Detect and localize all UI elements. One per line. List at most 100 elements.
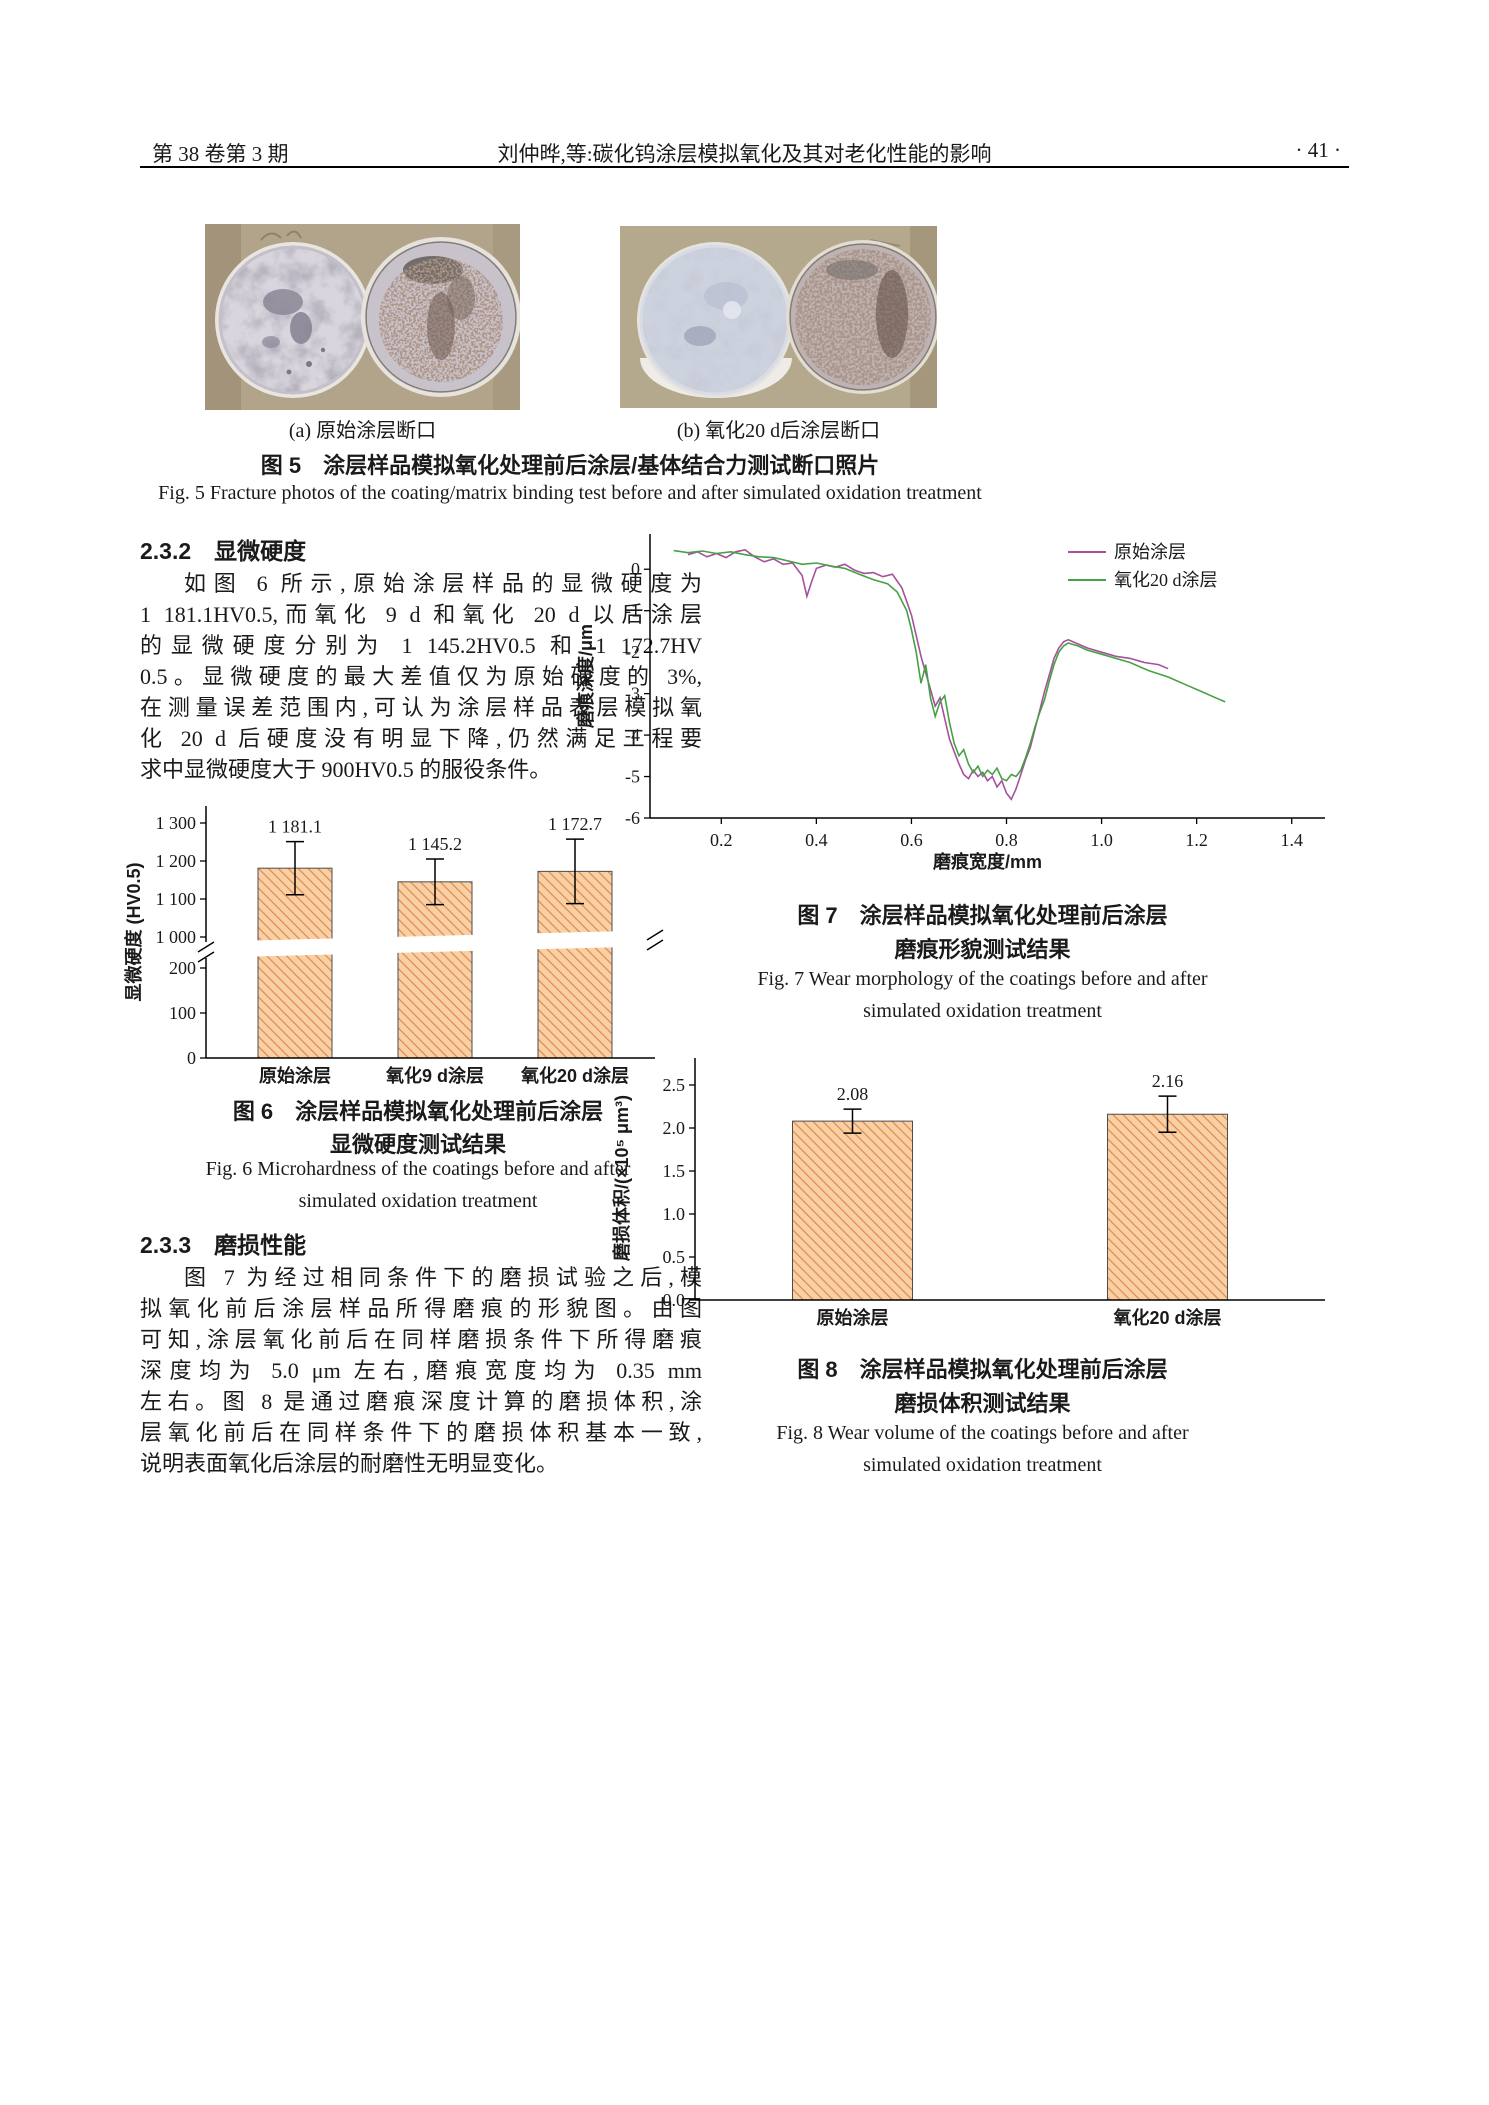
y-axis-label: 显微硬度 (HV0.5)	[123, 862, 144, 1001]
category-label: 原始涂层	[259, 1065, 331, 1086]
axis-break-mark	[646, 939, 664, 951]
y-tick-label: 0.0	[663, 1290, 686, 1310]
x-tick-label: 1.4	[1280, 830, 1303, 850]
series-line-0	[687, 548, 1169, 801]
bar	[792, 1120, 913, 1301]
text-line: 1 181.1HV0.5,而氧化 9 d 和氧化 20 d 以后涂层	[140, 602, 702, 627]
x-tick-label: 0.2	[710, 830, 733, 850]
fracture-photo-b	[620, 226, 937, 408]
series-line-1	[673, 549, 1226, 782]
y-tick-label: 1 200	[156, 851, 197, 871]
axis-break-mark	[197, 941, 215, 953]
fig6-caption-zh-1: 图 6 涂层样品模拟氧化处理前后涂层	[232, 1099, 604, 1124]
section-233-heading: 2.3.3 磨损性能	[140, 1232, 307, 1258]
fig6-chart: 0 100 200 1 000 1 100 1 200 1 300 1 181.1 1 145.…	[123, 806, 665, 1086]
header-rule	[140, 166, 1349, 168]
text-line: 层氧化前后在同样条件下的磨损体积基本一致,	[140, 1420, 702, 1445]
x-axis-label: 磨痕宽度/mm	[933, 851, 1042, 872]
y-tick-label: 1 000	[156, 927, 197, 947]
handwriting-mark	[260, 230, 302, 241]
y-axis-label: 磨损体积/(×10⁵ μm³)	[611, 1095, 632, 1261]
text-line: 左右。图 8 是通过磨痕深度计算的磨损体积,涂	[140, 1389, 702, 1414]
axis-break-mark	[197, 951, 215, 963]
journal-issue: 第 38 卷第 3 期	[152, 142, 289, 166]
y-tick-label: -6	[625, 808, 640, 828]
text-line: 深度均为 5.0 μm 左右,磨痕宽度均为 0.35 mm	[140, 1358, 702, 1383]
fig5-caption-en: Fig. 5 Fracture photos of the coating/ma…	[158, 482, 982, 504]
fig7-chart: 0.2 0.4 0.6 0.8 1.0 1.2 1.4 0 -1 -2 -3 -4 -5 -6 原始涂层氧化…	[575, 534, 1325, 872]
y-tick-label: 100	[169, 1003, 196, 1023]
disc-original	[637, 242, 793, 398]
axis-break-mark	[646, 929, 664, 941]
disc-oxidized	[361, 237, 520, 397]
y-tick-label: 2.0	[663, 1118, 686, 1138]
axis-break-band	[196, 930, 665, 958]
category-label: 氧化20 d涂层	[520, 1065, 629, 1086]
fig8-caption-en-1: Fig. 8 Wear volume of the coatings befor…	[776, 1422, 1189, 1444]
x-tick-label: 1.2	[1185, 830, 1208, 850]
y-tick-label: 1.5	[663, 1161, 686, 1181]
fig8-caption-zh-2: 磨损体积测试结果	[894, 1391, 1071, 1416]
legend-label: 原始涂层	[1114, 542, 1186, 562]
bar	[257, 867, 333, 1059]
fig7-caption-zh-1: 图 7 涂层样品模拟氧化处理前后涂层	[797, 903, 1168, 928]
y-tick-label: -5	[625, 767, 640, 787]
category-label: 氧化9 d涂层	[385, 1065, 484, 1086]
y-tick-label: -2	[625, 642, 640, 662]
fig7-caption-en-2: simulated oxidation treatment	[863, 1000, 1102, 1022]
text-line: 在测量误差范围内,可认为涂层样品表层模拟氧	[140, 695, 702, 720]
y-tick-label: 0	[631, 559, 640, 579]
text-line: 如图 6 所示,原始涂层样品的显微硬度为	[184, 571, 702, 596]
x-tick-label: 0.6	[900, 830, 923, 850]
y-tick-label: 1.0	[663, 1204, 686, 1224]
section-232-body: 如图 6 所示,原始涂层样品的显微硬度为 1 181.1HV0.5,而氧化 9 d…	[140, 568, 702, 785]
text-line: 图 7 为经过相同条件下的磨损试验之后,模	[184, 1265, 702, 1290]
fig6-caption-en-1: Fig. 6 Microhardness of the coatings bef…	[205, 1158, 631, 1180]
text-line: 求中显微硬度大于 900HV0.5 的服役条件。	[140, 757, 552, 782]
y-tick-label: 2.5	[663, 1075, 686, 1095]
text-line: 说明表面氧化后涂层的耐磨性无明显变化。	[140, 1451, 559, 1476]
x-tick-label: 1.0	[1090, 830, 1113, 850]
y-tick-label: -3	[625, 684, 640, 704]
y-tick-label: 200	[169, 958, 196, 978]
section-232-heading: 2.3.2 显微硬度	[140, 538, 307, 564]
value-label: 1 145.2	[408, 834, 462, 854]
text-line: 拟氧化前后涂层样品所得磨痕的形貌图。由图	[140, 1296, 702, 1321]
fig5-subcaption-a: (a) 原始涂层断口	[288, 420, 437, 442]
disc-oxidized	[786, 240, 937, 394]
legend-label: 氧化20 d涂层	[1114, 570, 1218, 590]
text-line: 可知,涂层氧化前后在同样磨损条件下所得磨痕	[140, 1327, 702, 1352]
section-233-body: 图 7 为经过相同条件下的磨损试验之后,模拟氧化前后涂层样品所得磨痕的形貌图。由…	[140, 1262, 702, 1479]
category-label: 氧化20 d涂层	[1112, 1307, 1221, 1328]
page-number: · 41 ·	[1295, 138, 1342, 162]
bar	[397, 881, 473, 1059]
text-line: 化 20 d 后硬度没有明显下降,仍然满足工程要	[140, 726, 702, 751]
fig8-chart: 0.0 0.5 1.0 1.5 2.0 2.5 2.08 2.16 原始涂层 氧化20 d涂层 磨损…	[611, 1058, 1325, 1328]
x-tick-label: 0.4	[805, 830, 828, 850]
y-axis-label: 磨痕深度/μm	[575, 624, 596, 728]
fig6-caption-zh-2: 显微硬度测试结果	[329, 1132, 506, 1157]
bar	[1107, 1113, 1228, 1301]
fig8-caption-en-2: simulated oxidation treatment	[863, 1454, 1102, 1476]
y-tick-label: 1 100	[156, 889, 197, 909]
disc-original	[215, 242, 371, 398]
fig5-subcaption-b: (b) 氧化20 d后涂层断口	[676, 420, 881, 442]
fig8-caption-zh-1: 图 8 涂层样品模拟氧化处理前后涂层	[797, 1357, 1168, 1382]
value-label: 1 172.7	[548, 814, 602, 834]
y-tick-label: -1	[625, 601, 640, 621]
fig7-caption-zh-2: 磨痕形貌测试结果	[894, 937, 1071, 962]
running-title: 刘仲晔,等:碳化钨涂层模拟氧化及其对老化性能的影响	[497, 142, 992, 166]
value-label: 1 181.1	[268, 817, 322, 837]
fig6-caption-en-2: simulated oxidation treatment	[298, 1190, 538, 1212]
value-label: 2.16	[1152, 1071, 1184, 1091]
fig5-caption-zh: 图 5 涂层样品模拟氧化处理前后涂层/基体结合力测试断口照片	[260, 453, 880, 478]
x-tick-label: 0.8	[995, 830, 1018, 850]
value-label: 2.08	[837, 1084, 869, 1104]
fig7-caption-en-1: Fig. 7 Wear morphology of the coatings b…	[757, 968, 1208, 990]
category-label: 原始涂层	[817, 1307, 889, 1328]
text-line: 的显微硬度分别为 1 145.2HV0.5 和 1 172.7HV	[140, 633, 702, 658]
y-tick-label: 0	[187, 1048, 196, 1068]
y-tick-label: 1 300	[156, 813, 197, 833]
y-tick-label: -4	[625, 725, 640, 745]
